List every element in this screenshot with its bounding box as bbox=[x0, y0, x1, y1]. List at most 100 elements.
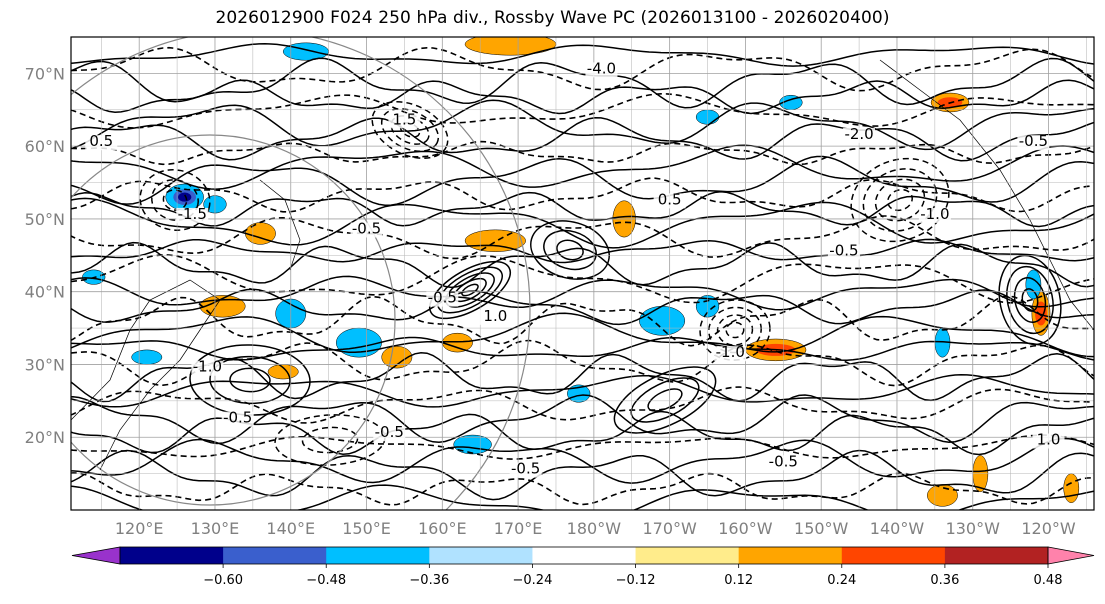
longitude-label: 150°E bbox=[342, 519, 391, 538]
positive-contour bbox=[71, 288, 1094, 326]
contour-label: -0.5 bbox=[375, 423, 404, 441]
polar-ring bbox=[71, 134, 396, 506]
contour-label-bg bbox=[191, 360, 224, 376]
contour-label-bg bbox=[509, 462, 542, 478]
contour-ring bbox=[1021, 288, 1039, 312]
contour-label: -0.5 bbox=[511, 460, 540, 478]
contour-label: 1.0 bbox=[1037, 431, 1061, 449]
positive-contour bbox=[71, 336, 1094, 361]
shaded-area bbox=[453, 434, 492, 455]
contour-label: -1.5 bbox=[178, 205, 207, 223]
colorbar-tick-label: 0.36 bbox=[930, 573, 959, 588]
positive-contour bbox=[71, 449, 1094, 501]
latitude-label: 50°N bbox=[25, 210, 65, 229]
shaded-area bbox=[567, 384, 591, 403]
colorbar-segment bbox=[223, 547, 327, 564]
positive-contour bbox=[71, 43, 1094, 67]
longitude-label: 150°W bbox=[794, 519, 849, 538]
latitude-labels: 70°N 60°N 50°N 40°N 30°N 20°N bbox=[25, 64, 65, 447]
contour-label: -1.0 bbox=[716, 343, 745, 361]
negative-contour bbox=[71, 295, 1094, 347]
shaded-area bbox=[442, 332, 473, 353]
contour-label: -0.5 bbox=[428, 289, 457, 307]
positive-contour bbox=[71, 79, 1094, 115]
latitude-label: 30°N bbox=[25, 355, 65, 374]
colorbar-tick-label: −0.24 bbox=[513, 573, 553, 588]
negative-contour bbox=[71, 46, 1094, 92]
colorbar-extend-low bbox=[71, 546, 121, 565]
shaded-area bbox=[927, 484, 958, 507]
positive-contour bbox=[71, 241, 1094, 289]
contour-label-bg bbox=[827, 244, 860, 260]
contour-ring bbox=[301, 426, 359, 454]
positive-contour bbox=[71, 99, 1094, 151]
contour-ring bbox=[708, 306, 762, 354]
shaded-area bbox=[464, 229, 526, 252]
polar-ring bbox=[71, 37, 531, 510]
colorbar-segment bbox=[120, 547, 224, 564]
contour-ring bbox=[543, 229, 597, 271]
colorbar-tick-label: −0.48 bbox=[306, 573, 346, 588]
contour-ring bbox=[530, 220, 610, 280]
colorbar-segment bbox=[326, 547, 430, 564]
colorbar-segment bbox=[532, 547, 637, 564]
contour-ring bbox=[556, 239, 584, 261]
colorbar-tick-label: −0.60 bbox=[203, 573, 243, 588]
contour-label-bg bbox=[1017, 135, 1050, 151]
contour-label-bg bbox=[714, 346, 747, 362]
contour-label-bg bbox=[426, 291, 459, 307]
contour-ring bbox=[613, 366, 717, 434]
contour-label: 0.5 bbox=[89, 132, 113, 150]
contour-ring bbox=[1006, 265, 1054, 335]
coastlines bbox=[71, 37, 1094, 510]
shaded-area bbox=[131, 349, 163, 365]
negative-contour bbox=[71, 140, 1094, 166]
contour-label-bg bbox=[918, 207, 951, 223]
contour-ring bbox=[1013, 277, 1047, 323]
contour-label: -1.0 bbox=[920, 205, 949, 223]
longitude-label: 160°E bbox=[418, 519, 467, 538]
negative-contour bbox=[71, 215, 1094, 260]
positive-contour bbox=[71, 394, 1094, 445]
colorbar-tick-label: −0.12 bbox=[616, 573, 656, 588]
positive-contour bbox=[71, 275, 1094, 311]
contour-ring bbox=[887, 188, 913, 212]
contour-label-bg bbox=[221, 411, 254, 427]
contour-label-bg bbox=[653, 193, 686, 209]
contour-label: -4.0 bbox=[587, 59, 616, 77]
contour-label-bg bbox=[85, 135, 118, 151]
colorbar: −0.60 −0.48 −0.36 −0.24 −0.12 0.12 0.24 0.36 0.4… bbox=[71, 546, 1095, 588]
contour-ring bbox=[461, 283, 479, 297]
latitude-label: 70°N bbox=[25, 64, 65, 83]
colorbar-tick-label: 0.48 bbox=[1034, 573, 1063, 588]
contour-ring bbox=[139, 169, 211, 231]
contour-label-bg bbox=[373, 426, 406, 442]
shaded-area bbox=[335, 327, 382, 358]
shaded-area bbox=[267, 364, 299, 380]
colorbar-segment bbox=[841, 547, 946, 564]
negative-contour bbox=[71, 472, 1094, 506]
contour-ring bbox=[209, 355, 291, 405]
longitude-label: 180°W bbox=[567, 519, 622, 538]
negative-contour bbox=[71, 92, 1094, 129]
shaded-area bbox=[639, 305, 686, 336]
colorbar-frame bbox=[119, 546, 1049, 565]
longitude-label: 130°W bbox=[946, 519, 1001, 538]
latitude-label: 40°N bbox=[25, 283, 65, 302]
contour-label: -0.5 bbox=[352, 219, 381, 237]
negative-contour bbox=[71, 254, 1094, 304]
contour-label-bg bbox=[843, 127, 876, 143]
map-title: 2026012900 F024 250 hPa div., Rossby Wav… bbox=[215, 8, 890, 28]
contour-ring bbox=[998, 254, 1062, 346]
longitude-labels: 120°E 130°E 140°E 150°E 160°E 170°E 180°W 170°W… bbox=[115, 519, 1076, 538]
longitude-label: 140°E bbox=[266, 519, 315, 538]
colorbar-tick-label: 0.12 bbox=[724, 573, 753, 588]
positive-contour bbox=[71, 144, 1094, 190]
longitude-label: 170°E bbox=[494, 519, 543, 538]
colorbar-segment bbox=[738, 547, 843, 564]
contour-ring bbox=[630, 377, 700, 423]
colorbar-tick-label: 0.24 bbox=[827, 573, 856, 588]
contour-ring bbox=[189, 344, 311, 416]
contour-label-bg bbox=[176, 207, 209, 223]
